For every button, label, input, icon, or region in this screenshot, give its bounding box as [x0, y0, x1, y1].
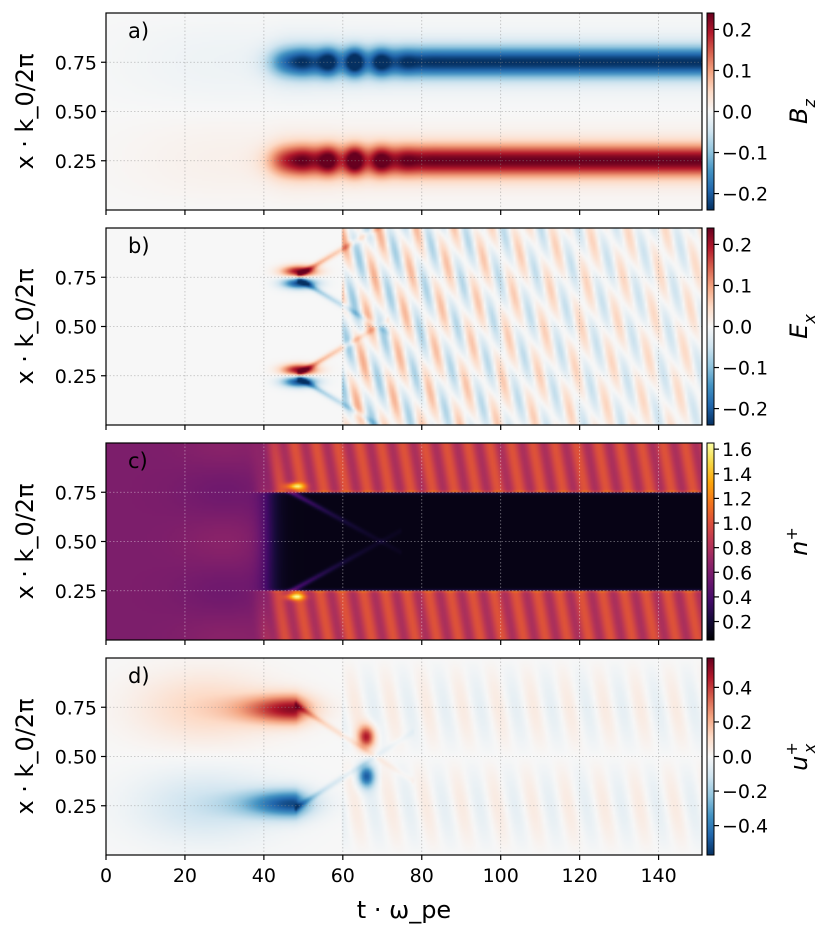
colorbar-label: Bz: [785, 98, 819, 123]
colorbar-tick-label: 0.1: [722, 60, 752, 82]
y-tick-label: 0.25: [55, 366, 97, 388]
colorbar-tick-label: 0.2: [722, 19, 752, 41]
colorbar-tick-label: −0.2: [722, 399, 768, 421]
x-axis-label: t · ω_pe: [357, 896, 451, 924]
colorbar: [706, 657, 715, 856]
colorbar-tick-label: 0.6: [722, 562, 752, 584]
colorbar-tick-label: −0.2: [722, 184, 768, 206]
x-tick-label: 40: [252, 865, 276, 887]
colorbar-tick-label: 0.0: [722, 747, 752, 769]
y-tick-label: 0.75: [55, 52, 97, 74]
heatmap-c: [106, 443, 702, 640]
colorbar-tick-label: 1.0: [722, 513, 752, 535]
colorbar-tick-label: 0.4: [722, 677, 752, 699]
x-tick-label: 100: [483, 865, 519, 887]
x-tick-label: 20: [173, 865, 197, 887]
colorbar-tick-label: −0.4: [722, 816, 768, 838]
panel-letter: b): [128, 234, 150, 258]
y-axis-label: x · k_0/2π: [11, 698, 39, 814]
colorbar-label: Ex: [785, 314, 819, 339]
x-tick-label: 80: [410, 865, 434, 887]
y-axis-label: x · k_0/2π: [11, 268, 39, 384]
x-tick-label: 0: [100, 865, 112, 887]
panel-d: 0.25 0.50 0.75 x · k_0/2π d) −0.4 −0.2 0.0 0.2 0.…: [11, 657, 819, 860]
y-tick-label: 0.50: [55, 747, 97, 769]
colorbar-tick-label: 0.2: [722, 612, 752, 634]
y-tick-label: 0.50: [55, 532, 97, 554]
colorbar-tick-label: 0.1: [722, 275, 752, 297]
colorbar: [706, 12, 715, 211]
colorbar: [706, 442, 715, 641]
panel-letter: d): [128, 664, 150, 688]
y-tick-label: 0.75: [55, 267, 97, 289]
y-axis-label: x · k_0/2π: [11, 483, 39, 599]
y-tick-label: 0.25: [55, 581, 97, 603]
panel-c: 0.25 0.50 0.75 x · k_0/2π c) 0.2 0.4 0.60.8 1.0 1…: [11, 439, 813, 645]
colorbar: [706, 227, 715, 426]
y-tick-label: 0.75: [55, 482, 97, 504]
colorbar-tick-label: 1.2: [722, 488, 752, 510]
colorbar-tick-label: 0.4: [722, 587, 752, 609]
colorbar-tick-label: −0.1: [722, 143, 768, 165]
colorbar-tick-label: −0.2: [722, 781, 768, 803]
y-tick-label: 0.50: [55, 102, 97, 124]
y-tick-label: 0.75: [55, 697, 97, 719]
y-tick-label: 0.50: [55, 317, 97, 339]
colorbar-tick-label: 1.4: [722, 464, 752, 486]
y-tick-label: 0.25: [55, 151, 97, 173]
y-axis-label: x · k_0/2π: [11, 53, 39, 169]
colorbar-tick-label: 0.0: [722, 102, 752, 124]
x-tick-label: 60: [331, 865, 355, 887]
x-tick-label: 140: [640, 865, 676, 887]
panel-letter: a): [128, 19, 149, 43]
panel-letter: c): [128, 449, 148, 473]
panel-a: 0.25 0.50 0.75 x · k_0/2π a) −0.2 −0.1 0.0 0.1 0.…: [11, 12, 819, 215]
colorbar-tick-label: 0.2: [722, 712, 752, 734]
y-tick-label: 0.25: [55, 796, 97, 818]
x-tick-label: 120: [562, 865, 598, 887]
colorbar-tick-label: 0.8: [722, 538, 752, 560]
colorbar-label: n+: [782, 527, 813, 556]
colorbar-tick-label: 0.2: [722, 234, 752, 256]
colorbar-tick-label: −0.1: [722, 358, 768, 380]
panel-b: 0.25 0.50 0.75 x · k_0/2π b) −0.2 −0.1 0.0 0.1 0.…: [11, 227, 819, 430]
colorbar-label: u+x: [782, 742, 819, 771]
colorbar-tick-label: 0.0: [722, 317, 752, 339]
colorbar-tick-label: 1.6: [722, 439, 752, 461]
